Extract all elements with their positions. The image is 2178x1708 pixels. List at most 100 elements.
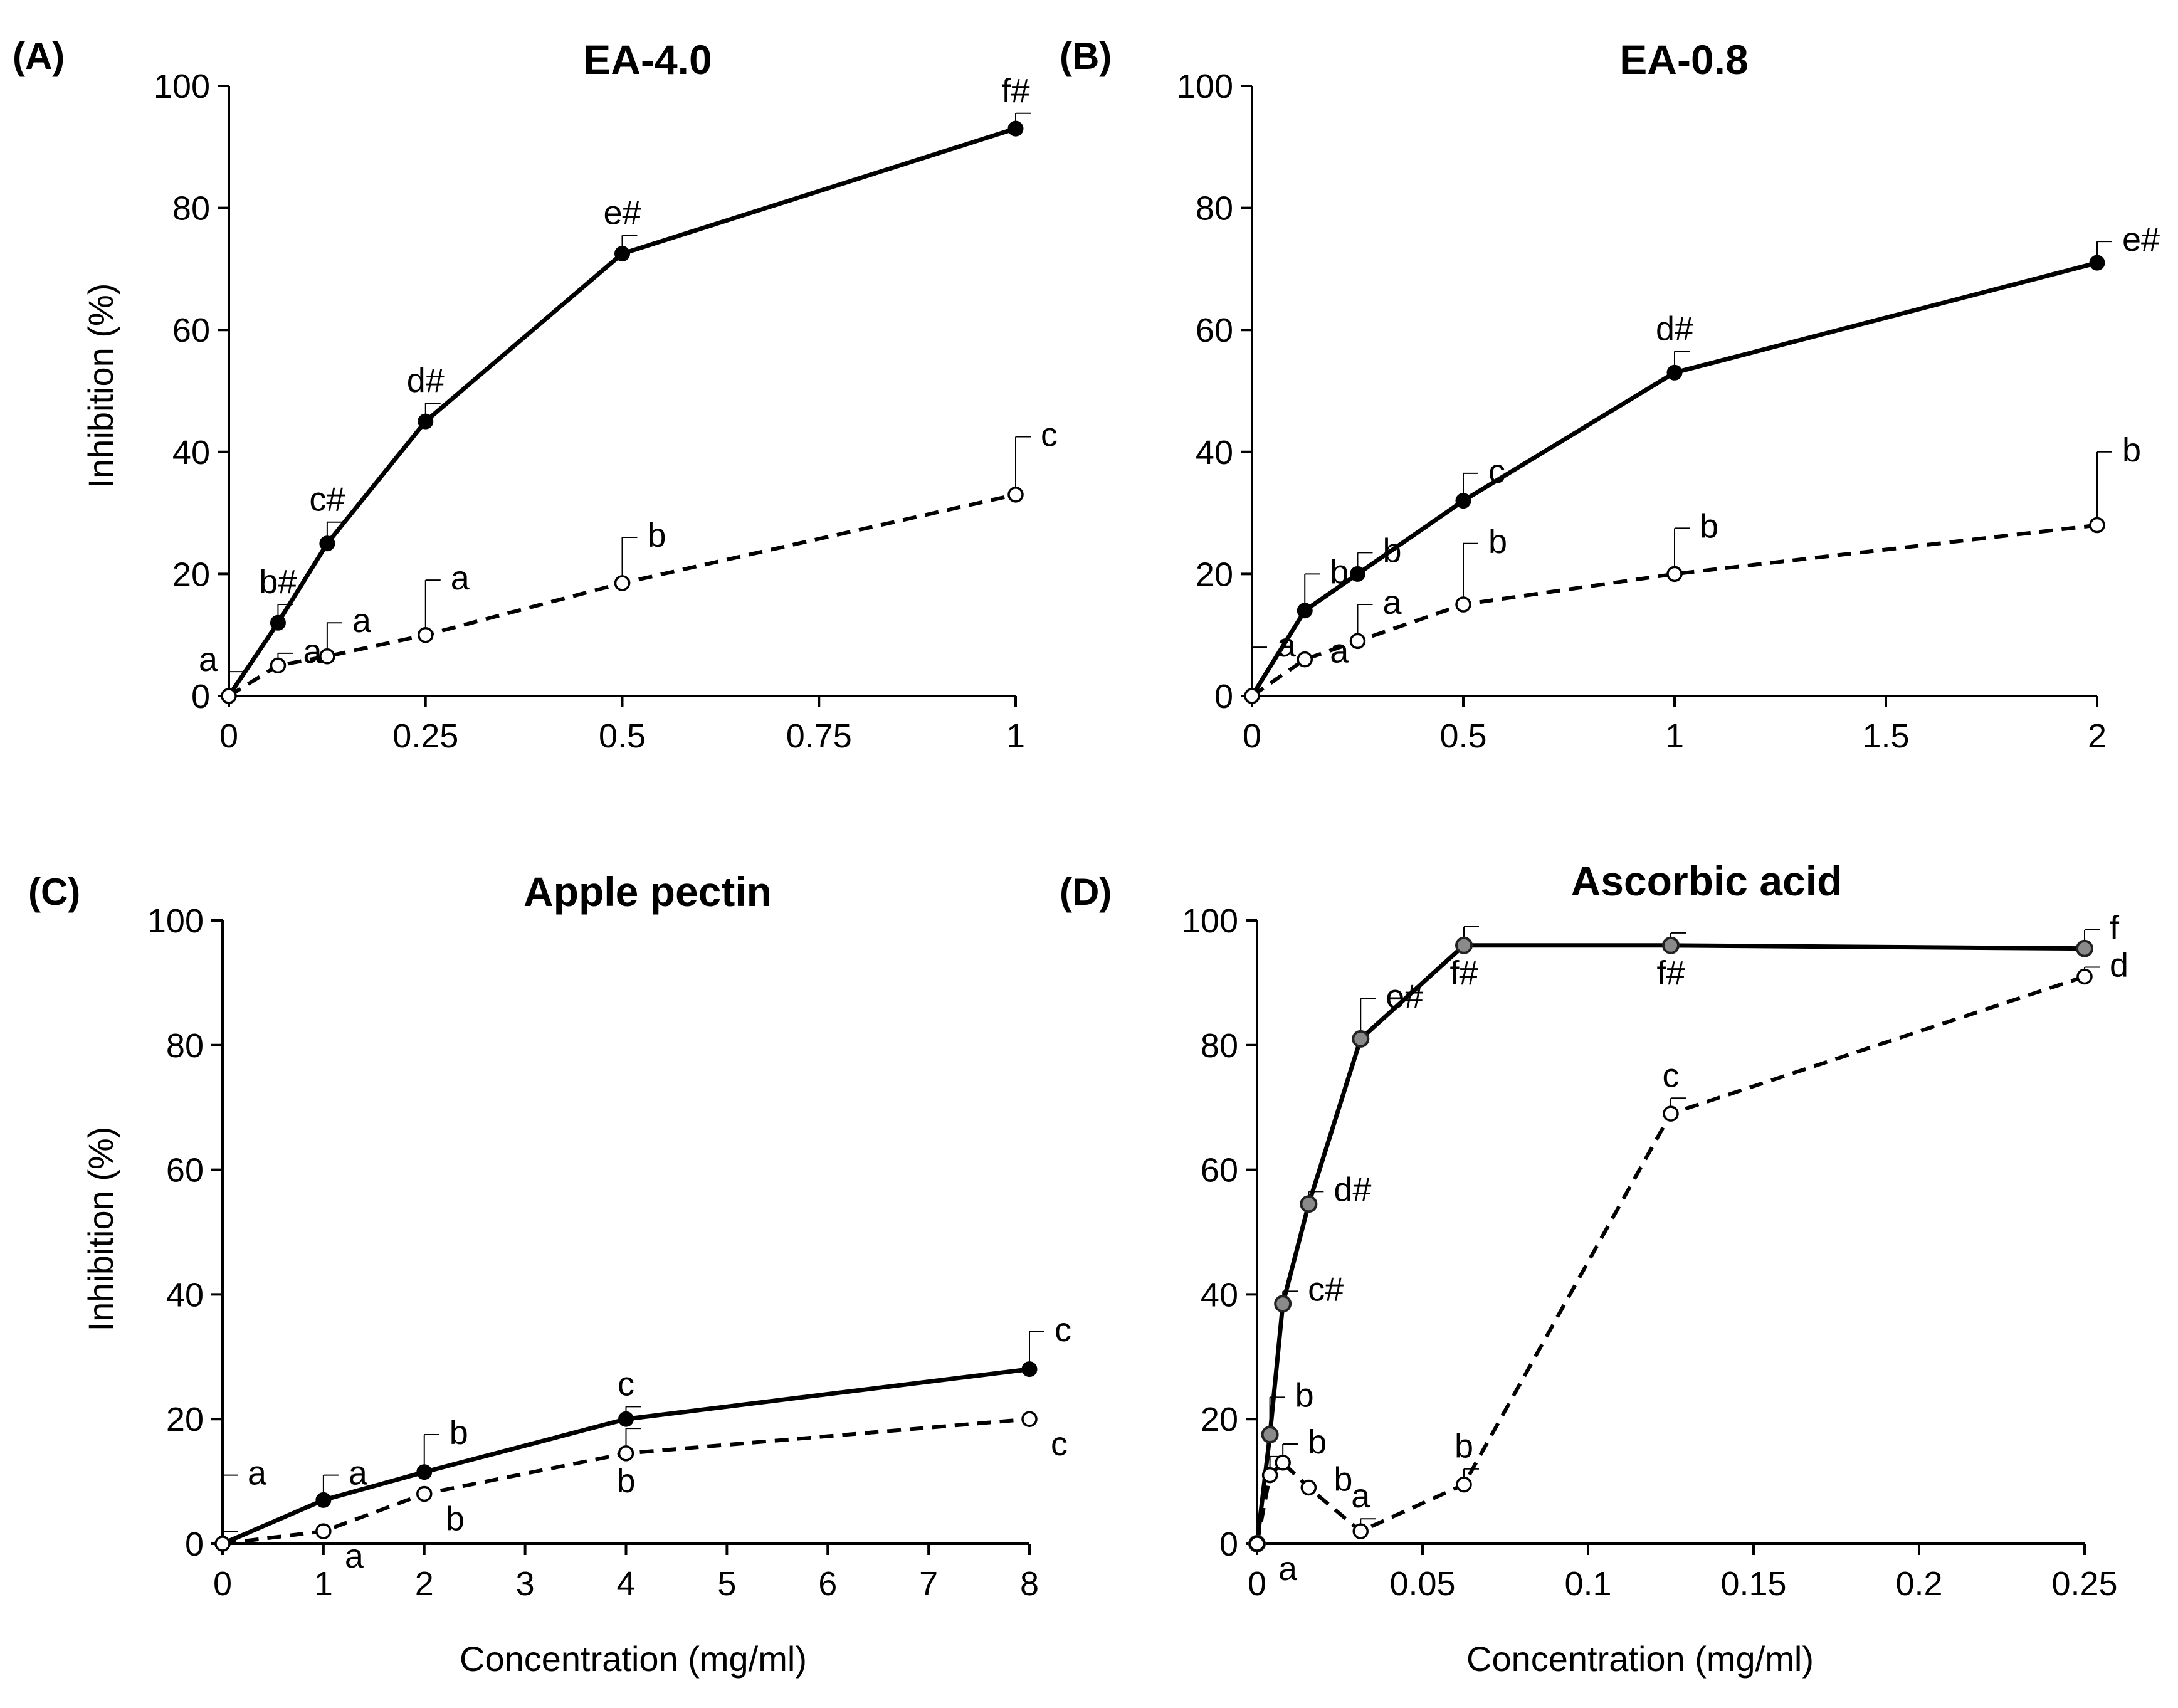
- panel-b-series-dashed-point: [1455, 596, 1471, 613]
- panel-d-xlabel: Concentration (mg/ml): [1466, 1639, 1814, 1679]
- panel-d-series-solid-point: [1352, 1030, 1370, 1048]
- panel-a-title: EA-4.0: [583, 36, 712, 83]
- panel-b-series-solid-line: [1250, 260, 2098, 697]
- panel-b-significance-label: c: [1488, 453, 1505, 490]
- panel-d-x-tick-label: 0.15: [1720, 1565, 1786, 1603]
- panel-d-series-dashed-point: [2076, 968, 2093, 985]
- panel-d-y-tick-label: 0: [1219, 1526, 1238, 1563]
- panel-a-significance-label: f#: [1001, 72, 1029, 110]
- panel-c-x-tick-label: 4: [616, 1565, 635, 1603]
- panel-c-significance-label: a: [248, 1455, 267, 1492]
- panel-b-series-dashed-point: [1349, 633, 1366, 650]
- panel-b-significance-label: b: [1383, 532, 1402, 569]
- panel-d-y-tick-label: 40: [1201, 1276, 1238, 1314]
- panel-c-x-tick-label: 0: [213, 1565, 232, 1603]
- panel-b-series-solid-point: [1455, 493, 1471, 509]
- panel-c-series-dashed-point: [315, 1523, 332, 1539]
- panel-b-significance-label: e#: [2122, 221, 2160, 258]
- panel-c-series-dashed-point: [618, 1445, 634, 1462]
- panel-a-y-tick-label: 0: [191, 678, 210, 715]
- panel-c-significance-label: a: [345, 1537, 364, 1575]
- panel-a-significance-label: c: [1041, 416, 1058, 453]
- panel-a-x-tick-label: 0: [219, 717, 238, 755]
- panel-d-x-tick-label: 0: [1248, 1565, 1266, 1603]
- panel-b-y-tick-label: 40: [1196, 434, 1233, 472]
- panel-d-title: Ascorbic acid: [1571, 858, 1843, 904]
- panel-d-significance-label: b: [1308, 1423, 1327, 1461]
- panel-a-series-solid-point: [418, 413, 434, 430]
- panel-d-series-dashed-point: [1456, 1476, 1472, 1493]
- panel-a-series-dashed-point: [418, 626, 434, 643]
- panel-a-x-tick-label: 0.75: [786, 717, 852, 755]
- panel-b-title: EA-0.8: [1619, 36, 1748, 83]
- panel-c-series-dashed-point: [1021, 1411, 1038, 1427]
- panel-c-significance-label: c: [1051, 1425, 1068, 1463]
- panel-c-ylabel: Inhibition (%): [81, 1127, 120, 1332]
- panel-b-series-dashed-point: [2089, 517, 2105, 534]
- panel-c: (C) Apple pectin Inhibition (%) Concentr…: [28, 868, 1071, 1679]
- panel-c-x-tick-label: 8: [1020, 1565, 1039, 1603]
- panel-a-significance-label: b: [648, 517, 666, 554]
- panel-a-y-tick-label: 20: [172, 556, 210, 593]
- panel-a-y-tick-label: 40: [172, 434, 210, 472]
- panel-d-y-tick-label: 20: [1201, 1401, 1238, 1438]
- panel-c-significance-label: b: [446, 1500, 465, 1537]
- panel-d-series-solid-point: [2076, 939, 2093, 957]
- panel-c-y-tick-label: 40: [166, 1276, 204, 1314]
- panel-d-series-dashed-point: [1300, 1479, 1317, 1496]
- panel-a-letter: (A): [13, 35, 65, 77]
- panel-c-title: Apple pectin: [523, 868, 772, 915]
- panel-b-series-solid-point: [1666, 364, 1683, 381]
- panel-c-series-solid-point: [416, 1464, 433, 1480]
- panel-b-x-tick-label: 0: [1243, 717, 1261, 755]
- panel-b-x-tick-label: 0.5: [1439, 717, 1486, 755]
- panel-c-y-tick-label: 80: [166, 1027, 204, 1065]
- panel-d-significance-label: e#: [1386, 978, 1423, 1015]
- panel-d-significance-label: a: [1351, 1477, 1370, 1515]
- panel-d-y-tick-label: 100: [1182, 902, 1238, 940]
- panel-d-series-solid-point: [1261, 1426, 1279, 1444]
- panel-d-significance-label: a: [1278, 1550, 1298, 1588]
- panel-a: (A) EA-4.0 Inhibition (%) 0 20 40 60 80 100 0 0…: [13, 35, 1058, 755]
- panel-b-series-dashed-point: [1244, 688, 1260, 704]
- panel-c-x-tick-label: 3: [516, 1565, 535, 1603]
- panel-c-x-tick-label: 2: [415, 1565, 434, 1603]
- panel-d-series-dashed-point: [1663, 1105, 1679, 1122]
- panel-d-series-dashed-point: [1249, 1536, 1265, 1552]
- panel-d-series-solid-point: [1300, 1195, 1318, 1213]
- panel-a-significance-label: a: [199, 641, 218, 678]
- panel-b-letter: (B): [1060, 35, 1112, 77]
- panel-d-series-dashed-point: [1275, 1455, 1291, 1471]
- panel-d-series-solid-point: [1274, 1295, 1292, 1313]
- panel-c-series-dashed-point: [214, 1536, 231, 1552]
- panel-d-significance-label: f: [2110, 909, 2120, 947]
- panel-b-significance-label: b: [1488, 523, 1507, 561]
- panel-b-series-dashed-point: [1297, 651, 1313, 668]
- panel-d-x-tick-label: 0.1: [1564, 1565, 1611, 1603]
- panel-c-significance-label: c: [618, 1365, 634, 1403]
- panel-b-significance-label: d#: [1656, 310, 1693, 347]
- panel-c-series-dashed-point: [416, 1485, 433, 1502]
- panel-b-x-tick-label: 1: [1665, 717, 1684, 755]
- panel-c-significance-label: c: [1055, 1311, 1071, 1349]
- panel-a-series-dashed-point: [221, 688, 237, 704]
- panel-b-series-solid-point: [2089, 255, 2105, 271]
- panel-a-series-dashed-point: [319, 648, 335, 665]
- panel-d-series-solid-point: [1662, 936, 1680, 954]
- panel-b-y-tick-label: 0: [1214, 678, 1233, 715]
- panel-c-series-solid-point: [1021, 1361, 1038, 1378]
- panel-a-series-dashed-point: [1007, 487, 1024, 503]
- panel-b-series-solid-point: [1350, 566, 1365, 582]
- panel-b-significance-label: a: [1330, 633, 1349, 670]
- panel-b-significance-label: a: [1277, 626, 1297, 664]
- panel-c-x-tick-label: 1: [314, 1565, 333, 1603]
- panel-d-y-tick-label: 60: [1201, 1152, 1238, 1189]
- panel-b-y-tick-label: 20: [1196, 556, 1233, 593]
- panel-d-significance-label: b: [1295, 1376, 1314, 1414]
- panel-a-ylabel: Inhibition (%): [81, 283, 120, 488]
- panel-b-y-tick-label: 80: [1196, 190, 1233, 228]
